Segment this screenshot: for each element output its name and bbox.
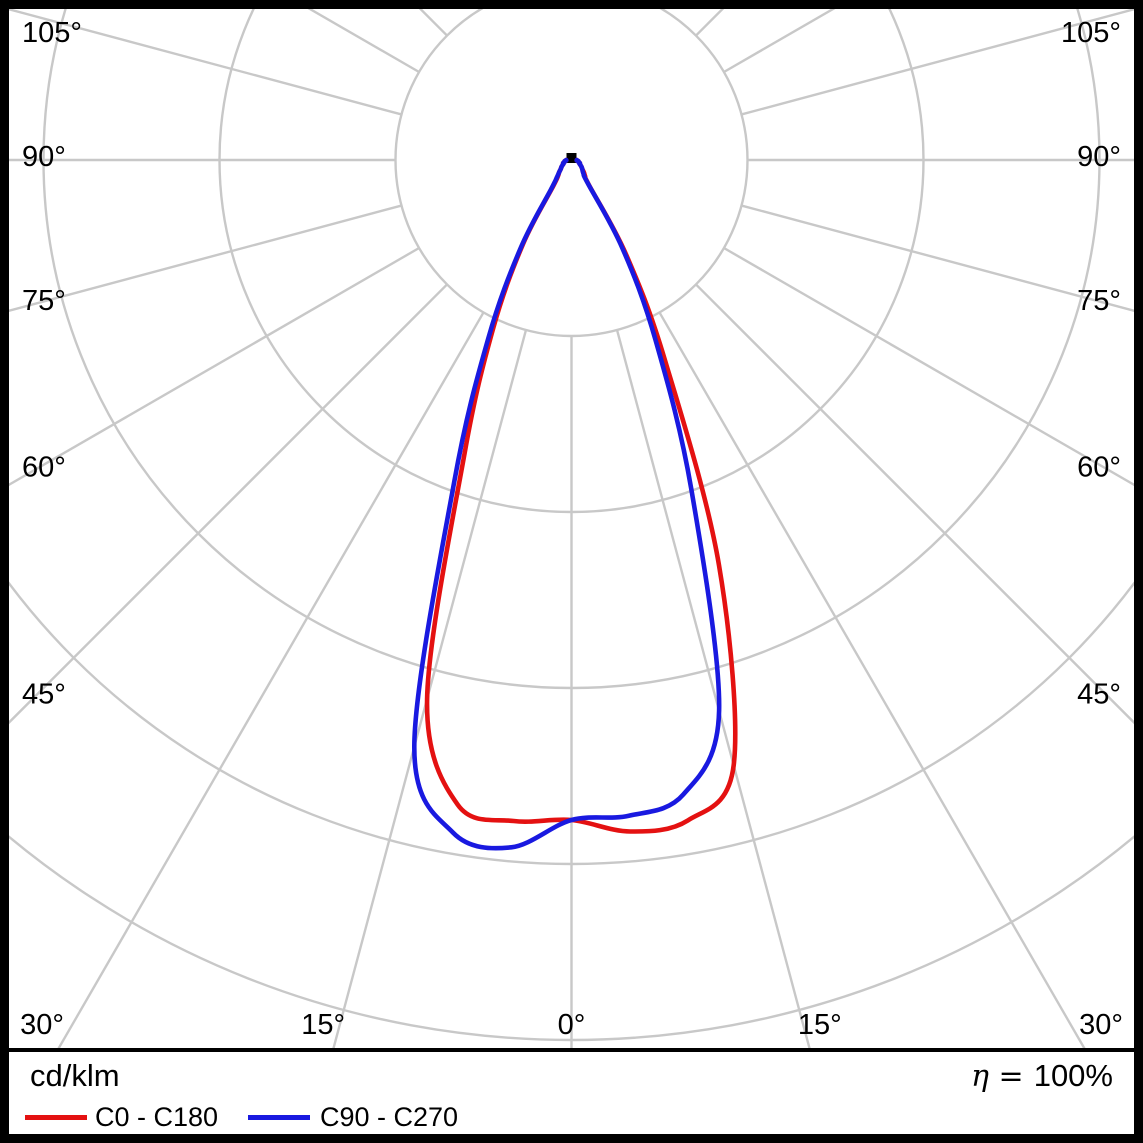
angle-label: 90° <box>22 141 66 173</box>
curve-C0-C180 <box>424 157 738 834</box>
intensity-curves <box>411 157 738 851</box>
angle-label: 15° <box>798 1009 842 1041</box>
angle-label: 60° <box>22 451 66 483</box>
polar-grid <box>9 9 1134 1048</box>
angle-label: 45° <box>22 679 66 711</box>
center-marker <box>566 153 577 163</box>
angle-label: 45° <box>1077 679 1121 711</box>
angle-label: 0° <box>558 1009 586 1041</box>
angle-label: 30° <box>20 1009 64 1041</box>
angle-label: 90° <box>1077 141 1121 173</box>
eta-symbol: η = <box>971 1059 1024 1094</box>
efficiency-value: 100% <box>1033 1058 1113 1093</box>
angle-labels: 0° 15° 15° 30° 30° 45° 45° 60° 60° 75° 75° 90° 90° 10… <box>20 17 1123 1041</box>
angle-label: 60° <box>1077 451 1121 483</box>
legend: C0 - C180 C90 - C270 <box>9 1102 1134 1134</box>
polar-chart-canvas: 0° 15° 15° 30° 30° 45° 45° 60° 60° 75° 75° 90° 90° 10… <box>9 9 1134 1048</box>
angle-label: 75° <box>22 285 66 317</box>
angle-label: 30° <box>1079 1009 1123 1041</box>
efficiency-label: η = 100% <box>971 1058 1113 1094</box>
series-swatch-c0-c180 <box>25 1115 87 1120</box>
unit-label: cd/klm <box>30 1058 120 1093</box>
plot-legend-divider <box>9 1048 1134 1052</box>
angle-label: 105° <box>1061 17 1121 49</box>
series-swatch-c90-c270 <box>248 1115 310 1120</box>
angle-label: 75° <box>1077 285 1121 317</box>
series-label-c90-c270: C90 - C270 <box>320 1102 459 1132</box>
series-label-c0-c180: C0 - C180 <box>95 1102 219 1132</box>
angle-label: 15° <box>301 1009 345 1041</box>
angle-label: 105° <box>22 17 82 49</box>
curve-C90-C270 <box>411 157 722 851</box>
